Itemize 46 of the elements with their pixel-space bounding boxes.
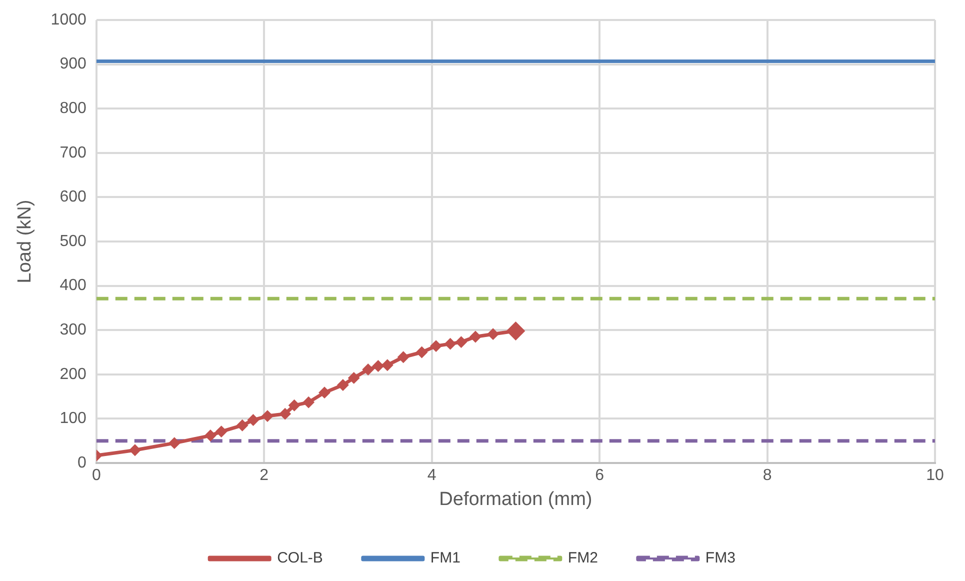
point [205, 430, 216, 441]
y-tick-label: 800 [60, 100, 86, 118]
point [169, 438, 180, 448]
y-axis-title: Load (kN) [14, 200, 36, 284]
point [382, 360, 393, 370]
y-tick-label: 100 [60, 410, 86, 428]
point [398, 352, 409, 362]
point [372, 360, 384, 372]
point [445, 338, 456, 350]
x-tick-label: 8 [762, 467, 772, 484]
y-tick-label: 500 [60, 232, 86, 250]
y-tick-label: 900 [60, 56, 86, 73]
point [216, 426, 227, 437]
point [362, 364, 374, 375]
x-tick-label: 4 [427, 467, 436, 484]
point [430, 340, 442, 352]
point [456, 336, 466, 348]
point [280, 408, 290, 420]
point [470, 331, 481, 342]
legend-label: FM3 [705, 550, 736, 567]
x-tick-label: 6 [595, 467, 604, 484]
y-tick-label: 0 [77, 454, 86, 472]
legend-label: FM1 [430, 550, 460, 567]
x-axis-title: Deformation (mm) [439, 488, 592, 510]
point [130, 444, 140, 456]
point [289, 400, 300, 411]
point [416, 347, 428, 358]
point [348, 372, 360, 384]
legend-label: COL-B [277, 550, 323, 567]
point [319, 387, 330, 398]
x-tick-label: 2 [260, 467, 269, 484]
x-tick-label: 10 [926, 467, 944, 484]
x-tick-label: 0 [92, 467, 101, 484]
point [237, 420, 248, 431]
point [488, 328, 498, 340]
point [338, 380, 348, 390]
y-tick-label: 400 [60, 277, 86, 294]
y-tick-label: 200 [60, 366, 86, 383]
y-tick-label: 300 [60, 322, 86, 339]
y-tick-label: 1000 [50, 11, 86, 28]
y-tick-label: 600 [60, 188, 86, 206]
point [303, 397, 314, 408]
point [262, 410, 273, 422]
y-tick-label: 700 [60, 144, 86, 162]
point [248, 414, 258, 426]
legend-label: FM2 [568, 550, 598, 567]
